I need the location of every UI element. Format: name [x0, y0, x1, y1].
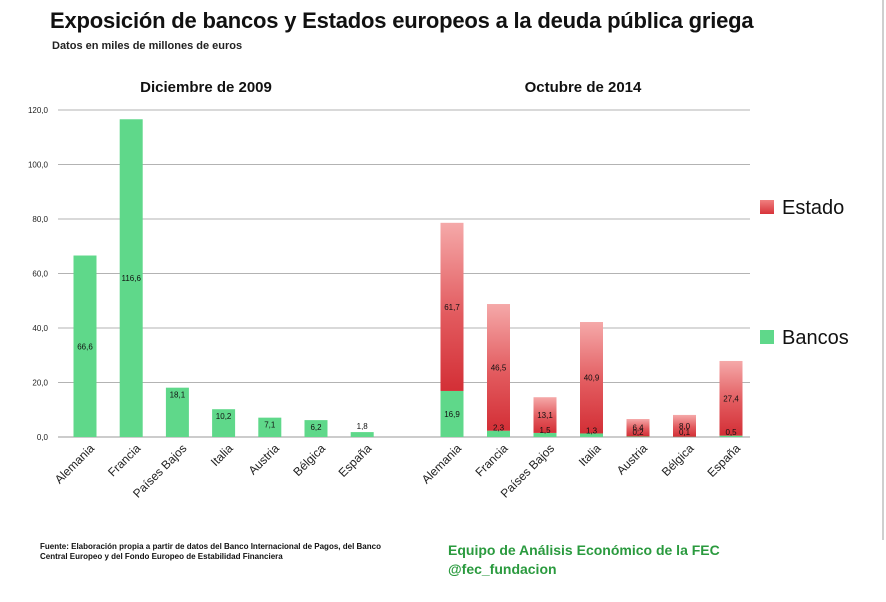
value-label-bancos: 0,5 — [725, 428, 737, 437]
bar-bancos — [580, 433, 603, 437]
value-label-bancos: 1,8 — [357, 422, 369, 431]
value-label-bancos: 66,6 — [77, 342, 93, 351]
y-tick-label: 40,0 — [32, 324, 48, 333]
value-label-bancos: 16,9 — [444, 410, 460, 419]
panel-title: Octubre de 2014 — [525, 79, 642, 96]
value-label-bancos: 1,5 — [539, 426, 551, 435]
value-label-bancos: 7,1 — [264, 421, 276, 430]
x-category-label: Austria — [246, 441, 283, 478]
value-label-bancos: 2,3 — [493, 424, 505, 433]
y-tick-label: 60,0 — [32, 270, 48, 279]
bar-bancos — [119, 119, 143, 437]
value-label-bancos: 6,2 — [310, 423, 322, 432]
chart-subtitle: Datos en miles de millones de euros — [52, 40, 243, 52]
value-label-estado: 27,4 — [723, 394, 739, 403]
value-label-bancos: 1,3 — [586, 426, 598, 435]
value-label-bancos: 0,2 — [632, 428, 644, 437]
bar-estado — [580, 322, 603, 434]
value-label-estado: 8,0 — [679, 422, 691, 431]
legend-label-bancos: Bancos — [782, 327, 849, 349]
x-category-label: España — [704, 441, 743, 480]
bar-bancos — [258, 417, 282, 437]
x-category-label: Austria — [614, 441, 651, 478]
bar-bancos — [350, 432, 374, 437]
source-note: Fuente: Elaboración propia a partir de d… — [40, 542, 381, 561]
bar-estado — [533, 397, 557, 433]
value-label-bancos: 10,2 — [216, 412, 232, 421]
bar-bancos — [719, 435, 743, 437]
x-category-label: Francia — [105, 441, 143, 479]
legend-swatch-estado — [760, 200, 774, 214]
team-handle: @fec_fundacion — [448, 560, 557, 577]
chart-area: 0,0 20,0 40,0 60,0 80,0 100,0 120,0 Diciembre d… — [28, 79, 849, 501]
legend-swatch-bancos — [760, 330, 774, 344]
y-tick-label: 0,0 — [37, 433, 49, 442]
bar-bancos — [440, 390, 464, 437]
bar-bancos — [165, 387, 189, 437]
bar-bancos — [533, 432, 557, 437]
value-label-bancos: 116,6 — [121, 274, 141, 283]
x-category-label: Italia — [576, 441, 604, 469]
x-category-label: Alemania — [419, 441, 465, 487]
x-category-label: Bélgica — [290, 441, 328, 479]
value-label-estado: 46,5 — [491, 363, 507, 372]
y-tick-label: 100,0 — [28, 161, 49, 170]
bar-bancos — [212, 409, 236, 437]
value-label-estado: 61,7 — [444, 303, 460, 312]
value-label-bancos: 0,1 — [679, 428, 691, 437]
team-credit: Equipo de Análisis Económico de la FEC @… — [448, 541, 720, 579]
bars — [73, 119, 774, 437]
x-category-label: Francia — [472, 441, 510, 479]
bar-bancos — [304, 420, 328, 437]
bar-estado — [487, 304, 510, 431]
bar-estado — [440, 222, 464, 391]
y-tick-label: 120,0 — [28, 106, 49, 115]
x-category-label: Italia — [208, 441, 236, 469]
team-name: Equipo de Análisis Económico de la FEC — [448, 542, 720, 558]
value-label-estado: 40,9 — [584, 374, 600, 383]
bar-estado — [673, 414, 696, 437]
x-category-label: Alemania — [52, 441, 98, 487]
x-category-label: Bélgica — [659, 441, 697, 479]
bar-bancos — [487, 430, 510, 437]
bar-estado — [626, 419, 650, 437]
x-category-label: España — [336, 441, 375, 480]
bar-estado — [719, 360, 743, 436]
grid-lines — [58, 109, 750, 438]
legend-label-estado: Estado — [782, 197, 844, 219]
value-label-estado: 13,1 — [537, 411, 553, 420]
y-tick-label: 80,0 — [32, 215, 48, 224]
panel-title: Diciembre de 2009 — [140, 79, 272, 96]
bar-bancos — [73, 255, 97, 437]
slide-border — [882, 0, 884, 540]
bar-bancos — [626, 436, 650, 437]
value-label-bancos: 18,1 — [170, 391, 186, 400]
value-label-estado: 6,4 — [632, 424, 644, 433]
y-tick-label: 20,0 — [32, 379, 48, 388]
chart-title: Exposición de bancos y Estados europeos … — [50, 8, 754, 33]
